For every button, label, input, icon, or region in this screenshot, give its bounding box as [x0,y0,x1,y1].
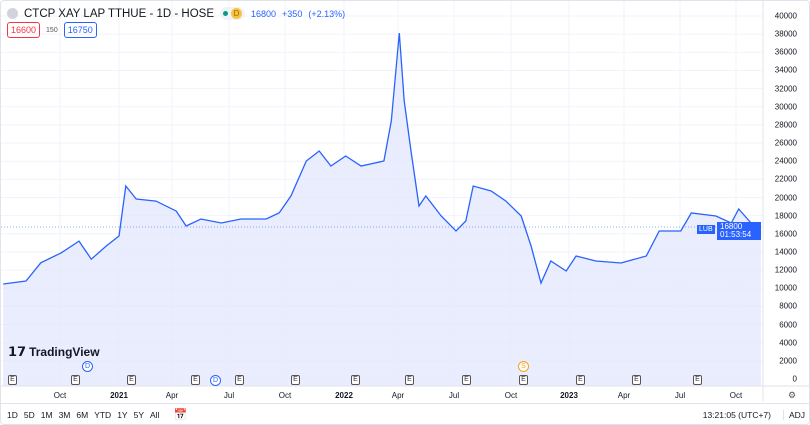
x-tick-label: Apr [391,391,405,400]
range-button-3m[interactable]: 3M [58,409,71,420]
logo-text: TradingView [29,345,100,359]
sell-price-button[interactable]: 16600 [7,22,41,38]
y-tick-label: 14000 [774,247,797,257]
x-tick-label: Apr [617,391,631,400]
range-button-5d[interactable]: 5D [23,409,35,420]
y-tick-label: 40000 [774,11,797,21]
y-tick-label: 24000 [774,156,797,166]
earnings-marker[interactable]: E [519,375,528,385]
y-tick-label: 32000 [774,84,797,94]
range-button-6m[interactable]: 6M [76,409,89,420]
x-tick-label: Jul [448,391,460,400]
earnings-marker[interactable]: E [71,375,80,385]
y-tick-label: 38000 [774,29,797,39]
y-tick-label: 8000 [779,301,797,311]
market-open-icon [223,11,229,16]
settings-gear-icon[interactable]: ⚙ [788,390,797,400]
x-tick-label: Oct [729,391,743,400]
tradingview-logo[interactable]: 𝟭𝟳 TradingView [8,344,100,360]
range-button-all[interactable]: All [150,409,160,420]
tag-price: 16800 [720,222,743,231]
bar-countdown: 01:53:54 [720,230,752,239]
y-tick-label: 10000 [774,283,797,293]
earnings-marker[interactable]: E [235,375,244,385]
earnings-marker[interactable]: E [8,375,17,385]
x-tick-label: 2023 [560,391,578,400]
earnings-marker[interactable]: E [405,375,414,385]
adj-button[interactable]: ADJ [782,409,805,420]
y-tick-label: 18000 [774,211,797,221]
earnings-marker[interactable]: E [191,375,200,385]
symbol-title[interactable]: CTCP XAY LAP TTHUE - 1D - HOSE [24,7,215,20]
y-tick-label: 6000 [779,320,797,330]
earnings-marker[interactable]: E [632,375,641,385]
split-marker[interactable]: S [518,361,529,372]
symbol-logo-icon [7,8,18,19]
y-tick-label: 26000 [774,138,797,148]
quote-row: 16600 150 16750 [7,22,97,38]
x-tick-label: Oct [53,391,67,400]
x-tick-label: 2022 [335,391,353,400]
earnings-marker[interactable]: E [462,375,471,385]
price-change-pct: (+2.13%) [308,8,346,19]
bottom-toolbar: 1D 5D 1M 3M 6M YTD 1Y 5Y All 📅 13:21:05 (UTC+7) … [1,403,809,424]
earnings-marker[interactable]: E [351,375,360,385]
x-tick-label: Jul [674,391,686,400]
price-chart[interactable] [1,1,810,401]
x-tick-label: 2021 [110,391,128,400]
dividend-marker[interactable]: D [210,375,221,386]
price-area-fill [3,33,761,386]
earnings-marker[interactable]: E [127,375,136,385]
range-button-1d[interactable]: 1D [7,409,18,420]
dividend-marker[interactable]: D [82,361,93,372]
clock[interactable]: 13:21:05 (UTC+7) [702,409,771,420]
y-tick-label: 22000 [774,174,797,184]
y-tick-label: 36000 [774,47,797,57]
delayed-badge: D [231,8,243,19]
y-tick-label: 16000 [774,229,797,239]
buy-price-button[interactable]: 16750 [63,22,97,38]
y-tick-label: 0 [792,374,797,384]
tv-logo-icon: 𝟭𝟳 [8,344,27,359]
y-tick-label: 2000 [779,356,797,366]
y-tick-label: 20000 [774,193,797,202]
y-tick-label: 4000 [779,338,797,348]
last-price: 16800 [251,8,277,19]
x-tick-label: Jul [223,391,235,400]
y-tick-label: 28000 [774,120,797,130]
date-range-calendar-icon[interactable]: 📅 [173,409,188,421]
spread: 150 [46,26,58,34]
earnings-marker[interactable]: E [576,375,585,385]
last-price-tag: 16800 01:53:54 [717,222,761,240]
x-tick-label: Apr [165,391,179,400]
range-button-5y[interactable]: 5Y [133,409,144,420]
chart-legend: CTCP XAY LAP TTHUE - 1D - HOSE D 16800 +… [7,7,345,20]
y-tick-label: 30000 [774,102,797,112]
symbol-tag: LUB [697,225,715,234]
x-tick-label: Oct [278,391,292,400]
y-tick-label: 34000 [774,65,797,75]
market-status[interactable]: D [220,7,246,20]
range-button-1m[interactable]: 1M [40,409,53,420]
earnings-marker[interactable]: E [693,375,702,385]
y-tick-label: 12000 [774,265,797,275]
x-tick-label: Oct [504,391,518,400]
earnings-marker[interactable]: E [291,375,300,385]
price-change: +350 [282,8,303,19]
range-button-ytd[interactable]: YTD [94,409,112,420]
range-button-1y[interactable]: 1Y [117,409,128,420]
price-line [3,32,762,285]
